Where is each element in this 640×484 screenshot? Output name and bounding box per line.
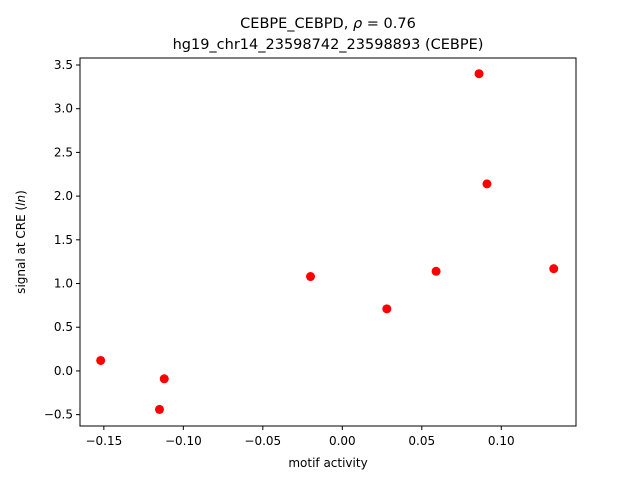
plot-frame	[79, 57, 577, 427]
y-axis-label: signal at CRE (ln)	[14, 190, 28, 294]
x-tick-label: 0.10	[488, 434, 515, 448]
data-points	[96, 69, 559, 414]
y-tick-label: 0.5	[54, 320, 73, 334]
x-tick-label: −0.05	[244, 434, 281, 448]
y-tick-label: −0.5	[44, 408, 73, 422]
x-axis-label: motif activity	[288, 456, 367, 470]
y-tick-label: 3.5	[54, 58, 73, 72]
chart-title-line-2: hg19_chr14_23598742_23598893 (CEBPE)	[173, 37, 484, 53]
data-point	[549, 264, 559, 274]
data-point	[159, 374, 169, 384]
x-tick-label: 0.05	[408, 434, 435, 448]
y-tick-label: 0.0	[54, 364, 73, 378]
y-axis-ticks: −0.5 0.0 0.5 1.0 1.5 2.0 2.5 3.0 3.5	[44, 58, 80, 422]
y-tick-label: 1.5	[54, 233, 73, 247]
x-tick-label: −0.10	[165, 434, 202, 448]
data-point	[382, 304, 392, 314]
y-tick-label: 2.5	[54, 145, 73, 159]
y-tick-label: 3.0	[54, 102, 73, 116]
data-point	[154, 404, 164, 414]
x-axis-ticks: −0.15 −0.10 −0.05 0.00 0.05 0.10	[85, 426, 515, 448]
data-point	[306, 272, 316, 282]
y-tick-label: 1.0	[54, 277, 73, 291]
data-point	[474, 69, 484, 79]
x-tick-label: 0.00	[329, 434, 356, 448]
x-tick-label: −0.15	[85, 434, 122, 448]
data-point	[431, 266, 441, 276]
y-tick-label: 2.0	[54, 189, 73, 203]
data-point	[482, 179, 492, 189]
data-point	[96, 355, 106, 365]
chart-title-line-1: CEBPE_CEBPD, ρ = 0.76	[240, 16, 416, 32]
